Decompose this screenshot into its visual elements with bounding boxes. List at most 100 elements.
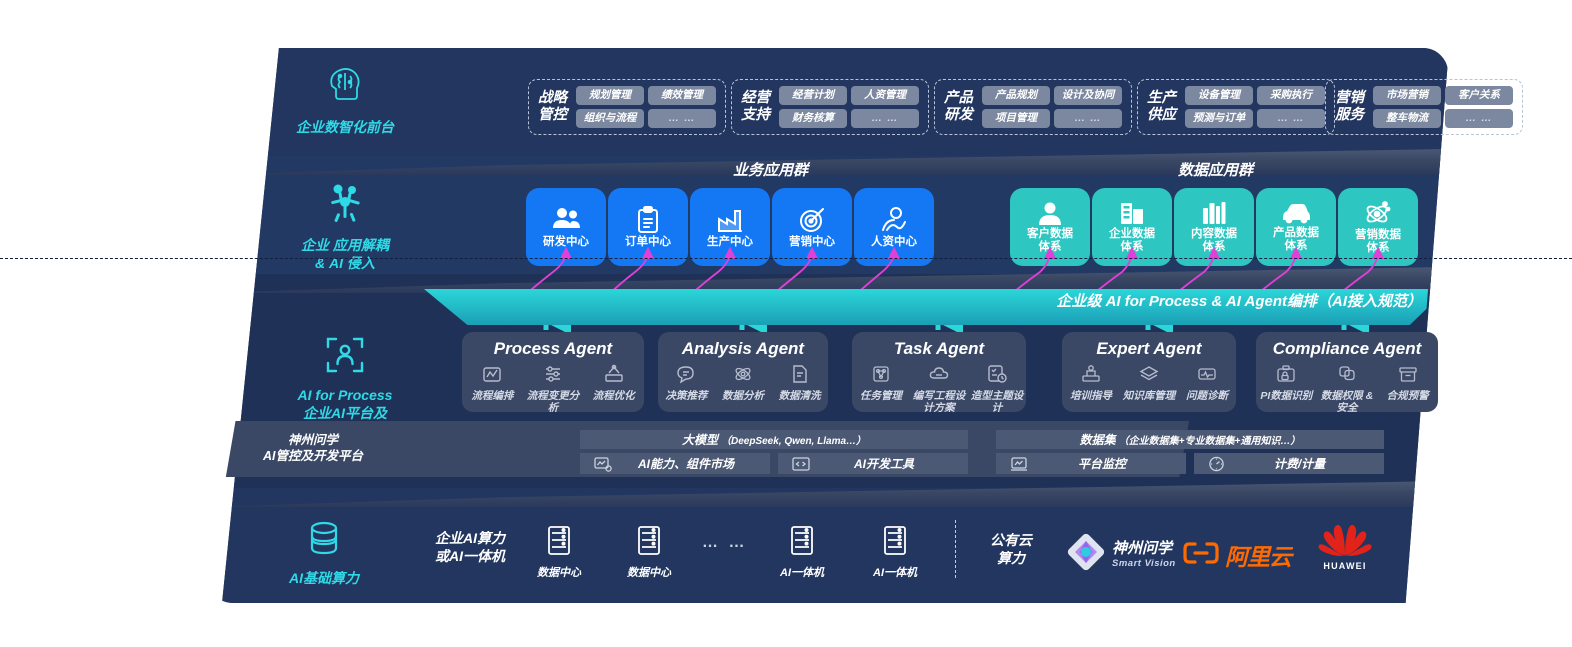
domain-pill[interactable]: 客户关系 [1445, 86, 1513, 105]
domain-pill-more[interactable]: … … [851, 109, 919, 128]
brand-name: HUAWEI [1323, 561, 1367, 571]
domain-pill[interactable]: 预测与订单 [1185, 109, 1253, 128]
agent-capability[interactable]: 数据清洗 [771, 364, 828, 412]
brain-head-icon [255, 62, 435, 113]
smartvision-logo [1066, 532, 1106, 577]
data-card-customer[interactable]: 客户数据 体系 [1010, 188, 1090, 266]
domain-group-strategy[interactable]: 战略 管控 规划管理 绩效管理 组织与流程 … … [528, 79, 726, 135]
model-bar[interactable]: 大模型 （DeepSeek, Qwen, Llama…） [580, 430, 968, 449]
agent-capability[interactable]: 知识库管理 [1120, 364, 1178, 412]
domain-group-production[interactable]: 生产 供应 设备管理 采购执行 预测与订单 … … [1137, 79, 1335, 135]
brand-smartvision[interactable]: 神州问学 Smart Vision [1066, 532, 1176, 577]
band-dash-separator [0, 258, 1572, 259]
dataset-bar-sub: （企业数据集+专业数据集+通用知识…） [1118, 436, 1301, 447]
market-bar[interactable]: AI能力、组件市场 [580, 453, 770, 474]
data-card-label: 营销数据 体系 [1355, 229, 1401, 254]
agent-card-expert[interactable]: Expert Agent 培训指导 知识库管理 问题诊断 [1062, 332, 1236, 412]
domain-pill[interactable]: 经营计划 [779, 86, 847, 105]
app-card-marketing-center[interactable]: 营销中心 [772, 188, 852, 266]
brand-alicloud[interactable]: 阿里云 [1182, 538, 1292, 572]
domain-pill[interactable]: 规划管理 [576, 86, 644, 105]
meter-bar[interactable]: 计费/计量 [1194, 453, 1384, 474]
app-card-production-center[interactable]: 生产中心 [690, 188, 770, 266]
rail-compute: AI基础算力 [234, 519, 414, 588]
domain-pill[interactable]: 产品规划 [982, 86, 1050, 105]
model-bar-label: 大模型 （DeepSeek, Qwen, Llama…） [682, 431, 866, 448]
brand-huawei[interactable]: HUAWEI [1310, 523, 1380, 571]
app-card-order-center[interactable]: 订单中心 [608, 188, 688, 266]
domain-pill[interactable]: 设计及协同 [1054, 86, 1122, 105]
market-bar-label: AI能力、组件市场 [637, 457, 734, 471]
capability-label: 数据权限 & 安全 [1320, 390, 1374, 414]
domain-pill[interactable]: 整车物流 [1373, 109, 1441, 128]
monitor-bar-label: 平台监控 [1077, 457, 1126, 471]
domain-pill[interactable]: 人资管理 [851, 86, 919, 105]
agent-capability[interactable]: PI数据识别 [1256, 364, 1317, 414]
agent-capability[interactable]: 任务管理 [852, 364, 910, 414]
platform-label: 神州问学 AI管控及开发平台 [262, 433, 363, 463]
dataset-bar[interactable]: 数据集 （企业数据集+专业数据集+通用知识…） [996, 430, 1384, 449]
band-compute [221, 488, 1448, 603]
agent-card-process[interactable]: Process Agent 流程编排 流程变更分析 流程优化 [462, 332, 644, 414]
capability-label: 培训指导 [1070, 390, 1112, 402]
domain-pill[interactable]: 组织与流程 [576, 109, 644, 128]
capability-label: 合规预警 [1386, 390, 1429, 402]
domain-pill[interactable]: 市场营销 [1373, 86, 1441, 105]
domain-group-operations[interactable]: 经营 支持 经营计划 人资管理 财务核算 … … [731, 79, 929, 135]
domain-pill[interactable]: 采购执行 [1257, 86, 1325, 105]
car-icon [1281, 201, 1311, 225]
agent-capability[interactable]: 流程编排 [462, 364, 523, 414]
checklist-clock-icon [987, 364, 1007, 387]
data-card-content[interactable]: 内容数据 体系 [1174, 188, 1254, 266]
domain-group-product-rd[interactable]: 产品 研发 产品规划 设计及协同 项目管理 … … [934, 79, 1132, 135]
agent-card-analysis[interactable]: Analysis Agent 决策推荐 数据分析 数据清洗 [658, 332, 828, 412]
agent-capability[interactable]: 培训指导 [1062, 364, 1120, 412]
domain-title: 生产 供应 [1147, 90, 1176, 123]
atom-icon [1364, 199, 1392, 227]
data-card-enterprise[interactable]: 企业数据 体系 [1092, 188, 1172, 266]
capability-label: 决策推荐 [665, 390, 708, 402]
capability-label: 编写工程设计方案 [912, 390, 966, 414]
agent-capability[interactable]: 流程优化 [583, 364, 644, 414]
agent-capability[interactable]: 流程变更分析 [523, 364, 584, 414]
devtool-bar[interactable]: AI开发工具 [778, 453, 968, 474]
domain-group-marketing[interactable]: 营销 服务 市场营销 客户关系 整车物流 … … [1325, 79, 1523, 135]
infra-node-1[interactable]: 数据中心 [612, 524, 686, 580]
domain-pill-more[interactable]: … … [1257, 109, 1325, 128]
public-cloud-label: 公有云 算力 [990, 532, 1032, 566]
app-card-hr-center[interactable]: 人资中心 [854, 188, 934, 266]
agent-capability[interactable]: 合规预警 [1377, 364, 1438, 414]
list-settings-icon [543, 364, 563, 387]
agent-capability[interactable]: 问题诊断 [1178, 364, 1236, 412]
domain-pill[interactable]: 项目管理 [982, 109, 1050, 128]
domain-pill[interactable]: 绩效管理 [648, 86, 716, 105]
domain-pill[interactable]: 设备管理 [1185, 86, 1253, 105]
data-card-marketing[interactable]: 营销数据 体系 [1338, 188, 1418, 266]
data-card-label: 企业数据 体系 [1109, 228, 1155, 253]
agent-capability[interactable]: 造型主题设计 [968, 364, 1026, 414]
business-group-title: 业务应用群 [733, 162, 809, 179]
infra-node-2[interactable]: AI一体机 [765, 524, 839, 580]
capability-label: 问题诊断 [1186, 390, 1228, 402]
infra-node-3[interactable]: AI一体机 [858, 524, 932, 580]
infra-node-0[interactable]: 数据中心 [522, 524, 596, 580]
domain-pill-more[interactable]: … … [648, 109, 716, 128]
agent-capability[interactable]: 决策推荐 [658, 364, 715, 412]
brand-sub: Smart Vision [1112, 557, 1176, 569]
domain-pill-more[interactable]: … … [1054, 109, 1122, 128]
domain-pill[interactable]: 财务核算 [779, 109, 847, 128]
agent-card-compliance[interactable]: Compliance Agent PI数据识别 数据权限 & 安全 合规预警 [1256, 332, 1438, 414]
devtool-icon [792, 456, 810, 472]
agent-capability[interactable]: 数据权限 & 安全 [1317, 364, 1378, 414]
data-card-product[interactable]: 产品数据 体系 [1256, 188, 1336, 266]
agent-capability[interactable]: 编写工程设计方案 [910, 364, 968, 414]
agent-capability[interactable]: 数据分析 [715, 364, 772, 412]
domain-pill-more[interactable]: … … [1445, 109, 1513, 128]
server-icon [632, 526, 666, 562]
app-card-rd-center[interactable]: 研发中心 [526, 188, 606, 266]
domain-title: 营销 服务 [1335, 90, 1364, 123]
app-card-label: 营销中心 [789, 235, 835, 248]
monitor-bar[interactable]: 平台监控 [996, 453, 1186, 474]
agent-card-task[interactable]: Task Agent 任务管理 编写工程设计方案 造型主题设计 [852, 332, 1026, 414]
